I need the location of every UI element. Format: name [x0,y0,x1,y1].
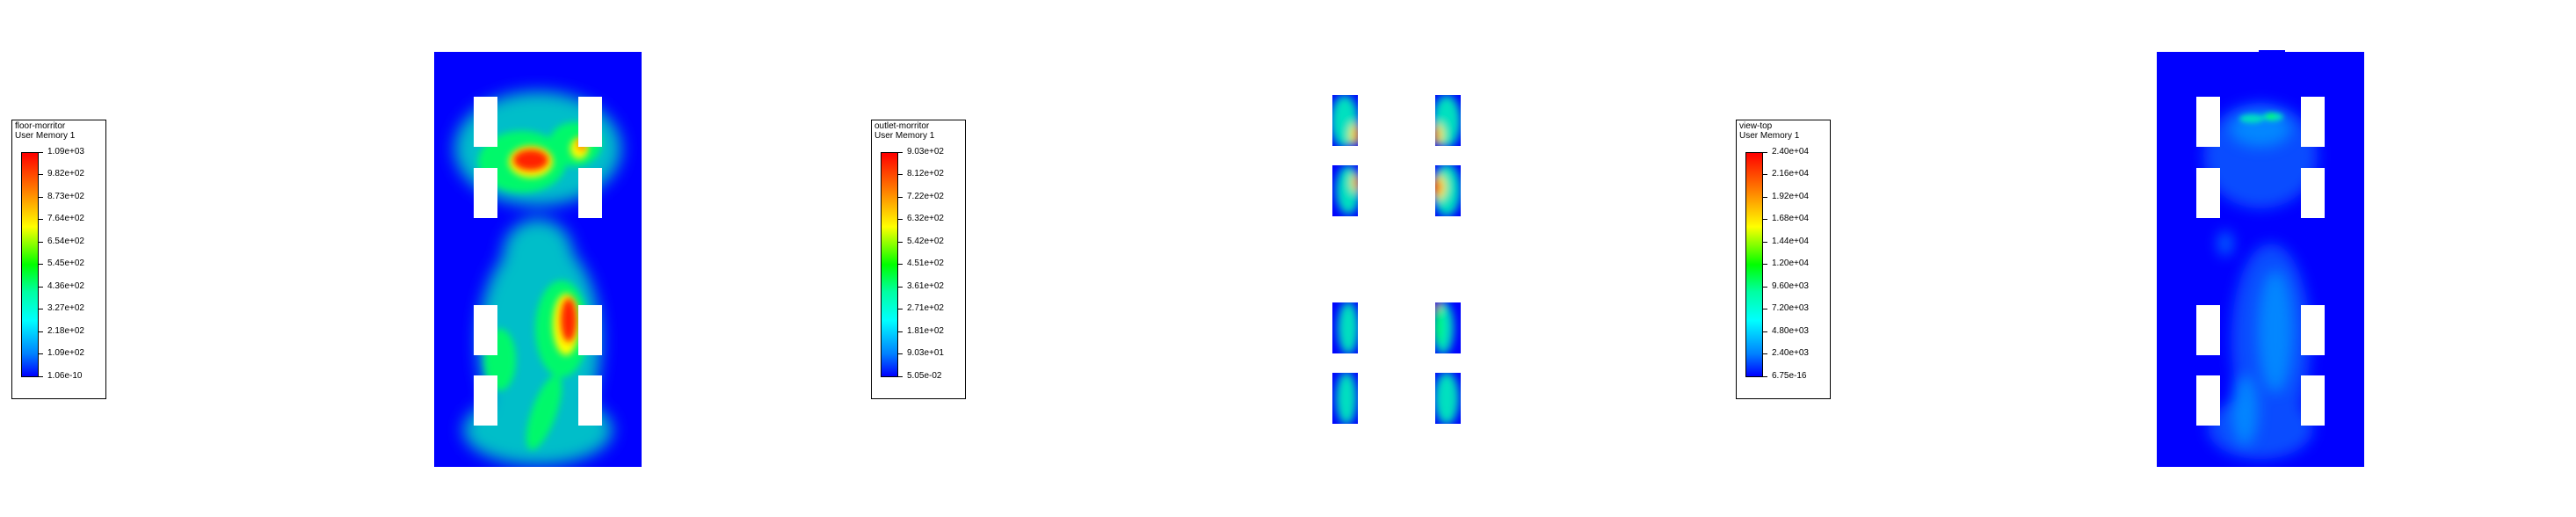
legend-tick [1763,197,1767,198]
contour-plot-floor [434,52,642,467]
panel-view-top: view-top User Memory 1 2.40e+04 2.16e+04… [1723,0,2576,517]
legend-tick [1763,287,1767,288]
legend-title: floor-morritor [15,121,66,131]
panel-floor-monitor: floor-morritor User Memory 1 1.09e+03 9.… [0,0,861,517]
legend-tick [898,331,903,332]
legend-label: 1.09e+02 [47,348,84,358]
legend-label: 2.71e+02 [907,303,944,313]
color-legend: outlet-morritor User Memory 1 9.03e+02 8… [871,120,966,399]
color-legend: floor-morritor User Memory 1 1.09e+03 9.… [11,120,106,399]
contour-plot-top [2157,50,2364,467]
legend-label: 2.18e+02 [47,326,84,336]
legend-tick [1763,331,1767,332]
legend-label: 1.09e+03 [47,147,84,157]
legend-label: 4.51e+02 [907,258,944,268]
legend-label: 9.60e+03 [1772,281,1809,291]
legend-label: 9.03e+01 [907,348,944,358]
legend-label: 6.32e+02 [907,214,944,223]
legend-tick [39,242,43,243]
legend-label: 1.81e+02 [907,326,944,336]
legend-tick [898,264,903,265]
legend-label: 3.61e+02 [907,281,944,291]
contour-plot-outlet [1332,95,1461,424]
color-legend: view-top User Memory 1 2.40e+04 2.16e+04… [1736,120,1831,399]
legend-tick [1763,376,1767,377]
legend-tick [39,287,43,288]
legend-tick [39,353,43,354]
legend-label: 1.44e+04 [1772,237,1809,246]
legend-label: 9.82e+02 [47,169,84,178]
legend-label: 4.36e+02 [47,281,84,291]
legend-label: 7.22e+02 [907,192,944,201]
legend-label: 7.20e+03 [1772,303,1809,313]
legend-label: 2.16e+04 [1772,169,1809,178]
legend-label: 4.80e+03 [1772,326,1809,336]
legend-tick [1763,174,1767,175]
legend-tick [1763,219,1767,220]
legend-title: outlet-morritor [874,121,930,131]
legend-tick [898,152,903,153]
legend-label: 2.40e+04 [1772,147,1809,157]
legend-tick [1763,242,1767,243]
color-bar [21,152,39,377]
legend-label: 6.54e+02 [47,237,84,246]
legend-tick [39,376,43,377]
legend-subtitle: User Memory 1 [1739,131,1800,141]
legend-tick [39,264,43,265]
legend-tick [1763,264,1767,265]
legend-label: 5.05e-02 [907,371,942,381]
legend-tick [1763,353,1767,354]
legend-tick [898,242,903,243]
legend-subtitle: User Memory 1 [874,131,935,141]
legend-tick [39,152,43,153]
color-bar [1745,152,1763,377]
legend-tick [898,197,903,198]
color-bar [881,152,898,377]
legend-label: 5.42e+02 [907,237,944,246]
legend-tick [898,174,903,175]
legend-tick [898,287,903,288]
legend-tick [898,353,903,354]
legend-tick [39,197,43,198]
legend-label: 1.20e+04 [1772,258,1809,268]
legend-title: view-top [1739,121,1773,131]
legend-label: 1.68e+04 [1772,214,1809,223]
legend-tick [39,174,43,175]
legend-label: 8.73e+02 [47,192,84,201]
legend-tick [898,219,903,220]
legend-label: 1.92e+04 [1772,192,1809,201]
legend-tick [39,331,43,332]
legend-label: 1.06e-10 [47,371,83,381]
legend-tick [39,219,43,220]
legend-subtitle: User Memory 1 [15,131,76,141]
legend-label: 2.40e+03 [1772,348,1809,358]
legend-tick [1763,152,1767,153]
legend-tick [898,376,903,377]
legend-label: 3.27e+02 [47,303,84,313]
legend-label: 5.45e+02 [47,258,84,268]
legend-label: 9.03e+02 [907,147,944,157]
legend-label: 8.12e+02 [907,169,944,178]
legend-label: 7.64e+02 [47,214,84,223]
panel-outlet-monitor: outlet-morritor User Memory 1 9.03e+02 8… [861,0,1723,517]
legend-label: 6.75e-16 [1772,371,1807,381]
